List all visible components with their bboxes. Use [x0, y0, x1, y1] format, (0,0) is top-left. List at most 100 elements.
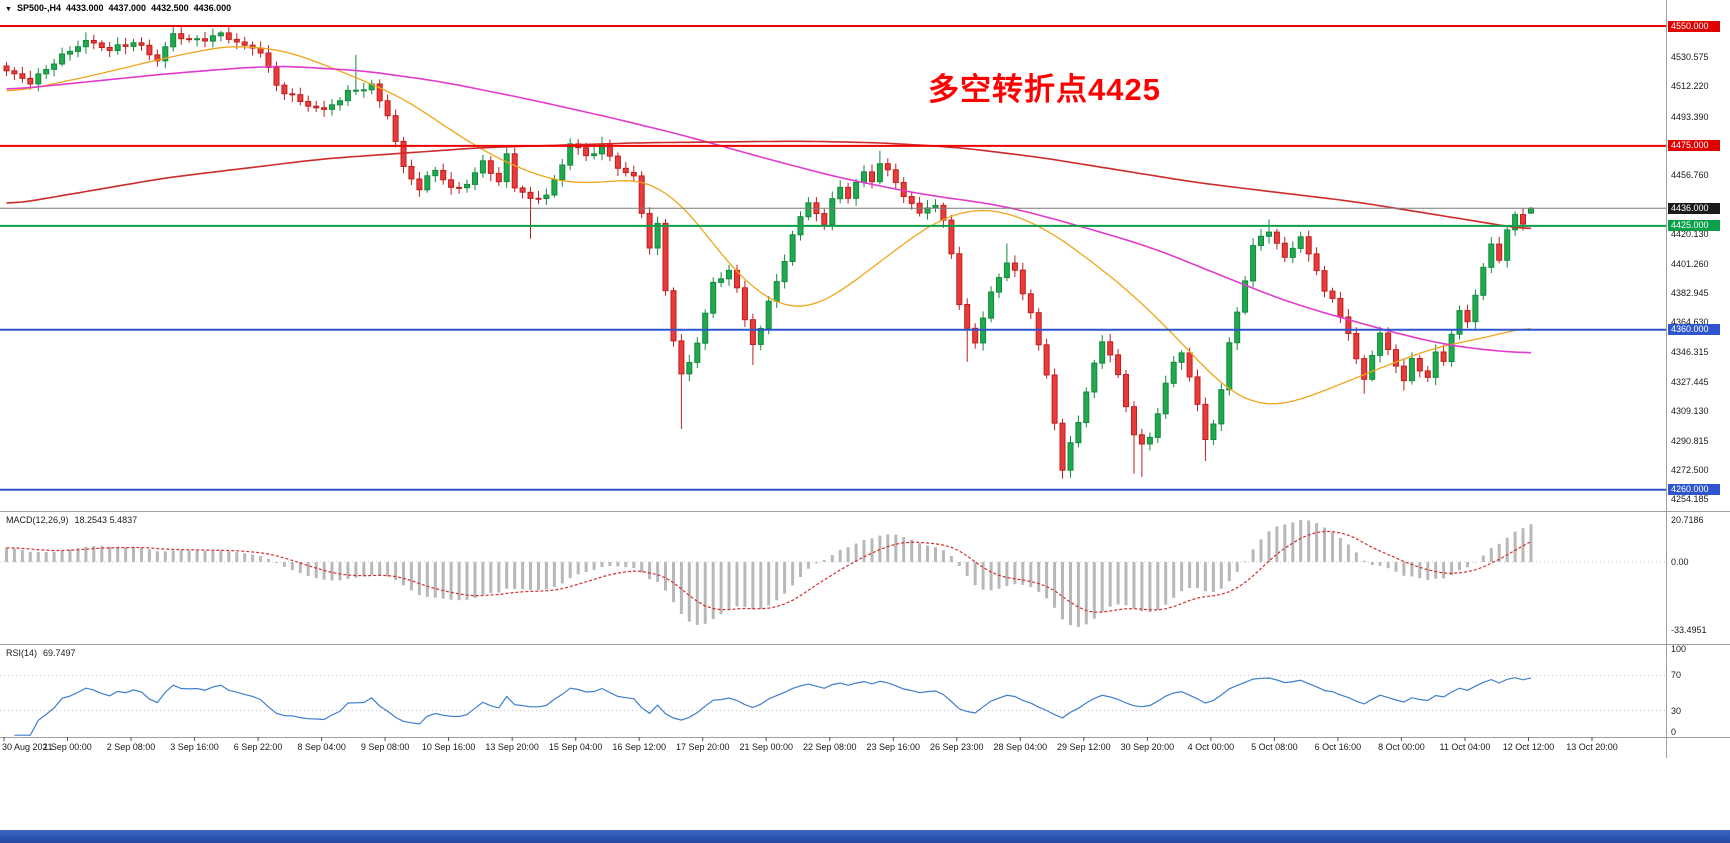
time-axis-label: 11 Oct 04:00	[1439, 742, 1491, 752]
candle	[1234, 307, 1241, 350]
candle	[416, 172, 423, 197]
candle	[773, 274, 780, 308]
candle	[281, 82, 288, 100]
time-axis-label: 6 Oct 16:00	[1314, 742, 1362, 752]
price-badge-4436.000: 4436.000	[1668, 202, 1720, 214]
candle	[559, 158, 566, 187]
candle	[1123, 370, 1129, 413]
candle	[1075, 415, 1082, 448]
time-axis-label: 3 Sep 16:00	[170, 742, 219, 752]
candle	[1083, 387, 1090, 428]
candle	[1202, 397, 1209, 461]
candle	[313, 100, 320, 112]
candle	[948, 214, 955, 259]
candle	[1099, 335, 1106, 369]
candle	[1258, 228, 1264, 251]
candle	[662, 218, 669, 296]
macd-indicator-name: MACD(12,26,9)	[6, 515, 69, 525]
candle	[440, 163, 447, 185]
candle	[503, 146, 510, 188]
time-axis-label: 15 Sep 04:00	[548, 742, 603, 752]
candle	[1464, 304, 1471, 329]
chart-annotation-text[interactable]: 多空转折点4425	[928, 72, 1161, 107]
candle	[3, 61, 10, 76]
candle	[170, 26, 177, 52]
candle	[741, 280, 748, 328]
ma-fast-orange-line	[6, 46, 1532, 405]
time-axis-label: 21 Sep 00:00	[739, 742, 794, 752]
candle	[845, 182, 852, 204]
panel-separators	[0, 0, 1730, 758]
candle	[535, 190, 542, 205]
candle	[217, 30, 224, 42]
candle	[1424, 365, 1431, 383]
candle	[225, 27, 232, 44]
ma-mid-magenta-line	[6, 65, 1532, 354]
candle	[1321, 265, 1328, 298]
candle	[678, 334, 685, 429]
time-axis-label: 2 Sep 08:00	[106, 742, 156, 752]
price-badge-4475.000: 4475.000	[1668, 140, 1720, 152]
candle	[765, 295, 772, 335]
candle	[670, 287, 677, 347]
price-axis-label: 4530.575	[1671, 52, 1709, 63]
candle	[487, 156, 494, 182]
price-axis-label: 4327.445	[1671, 376, 1709, 387]
candle	[861, 165, 867, 188]
candle	[916, 196, 923, 217]
candle	[1210, 419, 1217, 446]
candle	[1416, 355, 1423, 378]
candle	[543, 188, 550, 205]
candle	[829, 191, 836, 231]
candle	[1528, 206, 1534, 214]
macd-axis-label: -33.4951	[1671, 625, 1707, 635]
price-badge-4360.000: 4360.000	[1668, 324, 1720, 336]
price-badge-4550.000: 4550.000	[1668, 20, 1720, 32]
candle	[606, 139, 613, 162]
rsi-indicator-name: RSI(14)	[6, 648, 38, 658]
candle	[305, 95, 312, 112]
symbol-name: SP500-,H4	[16, 3, 61, 13]
time-axis-label: 23 Sep 16:00	[866, 742, 921, 752]
macd-panel-label: MACD(12,26,9) 18.2543 5.4837	[6, 515, 143, 525]
candle	[646, 207, 653, 255]
candle	[1488, 237, 1495, 274]
candle	[384, 94, 391, 120]
candle	[352, 54, 359, 95]
candle	[432, 166, 439, 183]
candle	[988, 286, 995, 323]
taskbar[interactable]	[0, 830, 1730, 843]
candle	[1154, 407, 1161, 443]
candle	[146, 39, 153, 61]
candle	[43, 65, 50, 79]
candle	[591, 146, 598, 160]
candle	[1480, 263, 1487, 301]
price-level-lines[interactable]	[0, 25, 1666, 491]
bar-high-value: 4437.000	[108, 3, 147, 13]
candle	[154, 49, 161, 67]
price-axis-label: 4364.630	[1671, 317, 1709, 328]
candle	[940, 202, 947, 228]
macd-axis-label: 0.00	[1671, 557, 1689, 567]
candle	[932, 199, 939, 213]
time-axis-label: 4 Oct 00:00	[1187, 742, 1235, 752]
candle	[82, 32, 89, 54]
candle	[360, 82, 367, 98]
candle	[1297, 231, 1304, 253]
rsi-level-lines	[0, 674, 1666, 712]
candle	[337, 97, 343, 111]
macd-indicator-values: 18.2543 5.4837	[74, 515, 138, 525]
candle	[924, 200, 931, 220]
candle	[1393, 344, 1399, 374]
candle	[1146, 432, 1153, 451]
time-axis-label: 13 Sep 20:00	[485, 742, 539, 752]
rsi-axis-label: 30	[1671, 705, 1682, 716]
candle	[1448, 329, 1455, 367]
candle	[1091, 359, 1098, 399]
candle	[67, 46, 73, 61]
candle	[424, 171, 431, 193]
candle	[638, 171, 645, 219]
candle	[1242, 276, 1249, 315]
rsi-indicator-value: 69.7497	[43, 648, 76, 658]
